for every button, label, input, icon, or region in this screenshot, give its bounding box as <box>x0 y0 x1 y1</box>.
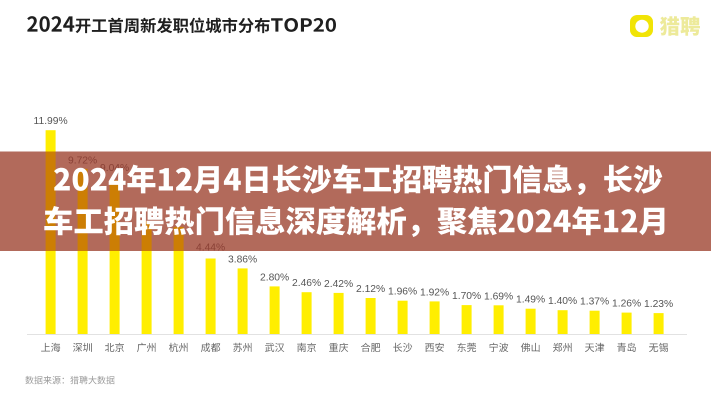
svg-text:1.69%: 1.69% <box>484 291 513 302</box>
svg-text:2.42%: 2.42% <box>324 279 353 290</box>
svg-text:1.92%: 1.92% <box>420 287 449 298</box>
svg-text:2.80%: 2.80% <box>260 272 289 283</box>
svg-text:2.46%: 2.46% <box>292 278 321 289</box>
svg-text:1.40%: 1.40% <box>548 296 577 307</box>
svg-text:1.96%: 1.96% <box>388 287 417 298</box>
svg-text:1.23%: 1.23% <box>644 299 673 310</box>
svg-text:2.12%: 2.12% <box>356 284 385 295</box>
svg-text:3.86%: 3.86% <box>228 254 257 265</box>
svg-text:4.44%: 4.44% <box>196 243 225 254</box>
svg-text:11.99%: 11.99% <box>34 116 68 127</box>
svg-text:1.70%: 1.70% <box>452 291 481 302</box>
svg-text:9.72%: 9.72% <box>68 155 97 166</box>
svg-text:1.37%: 1.37% <box>580 297 609 308</box>
svg-text:1.49%: 1.49% <box>516 295 545 306</box>
svg-text:1.26%: 1.26% <box>612 299 641 310</box>
svg-text:9.04%: 9.04% <box>100 163 129 174</box>
